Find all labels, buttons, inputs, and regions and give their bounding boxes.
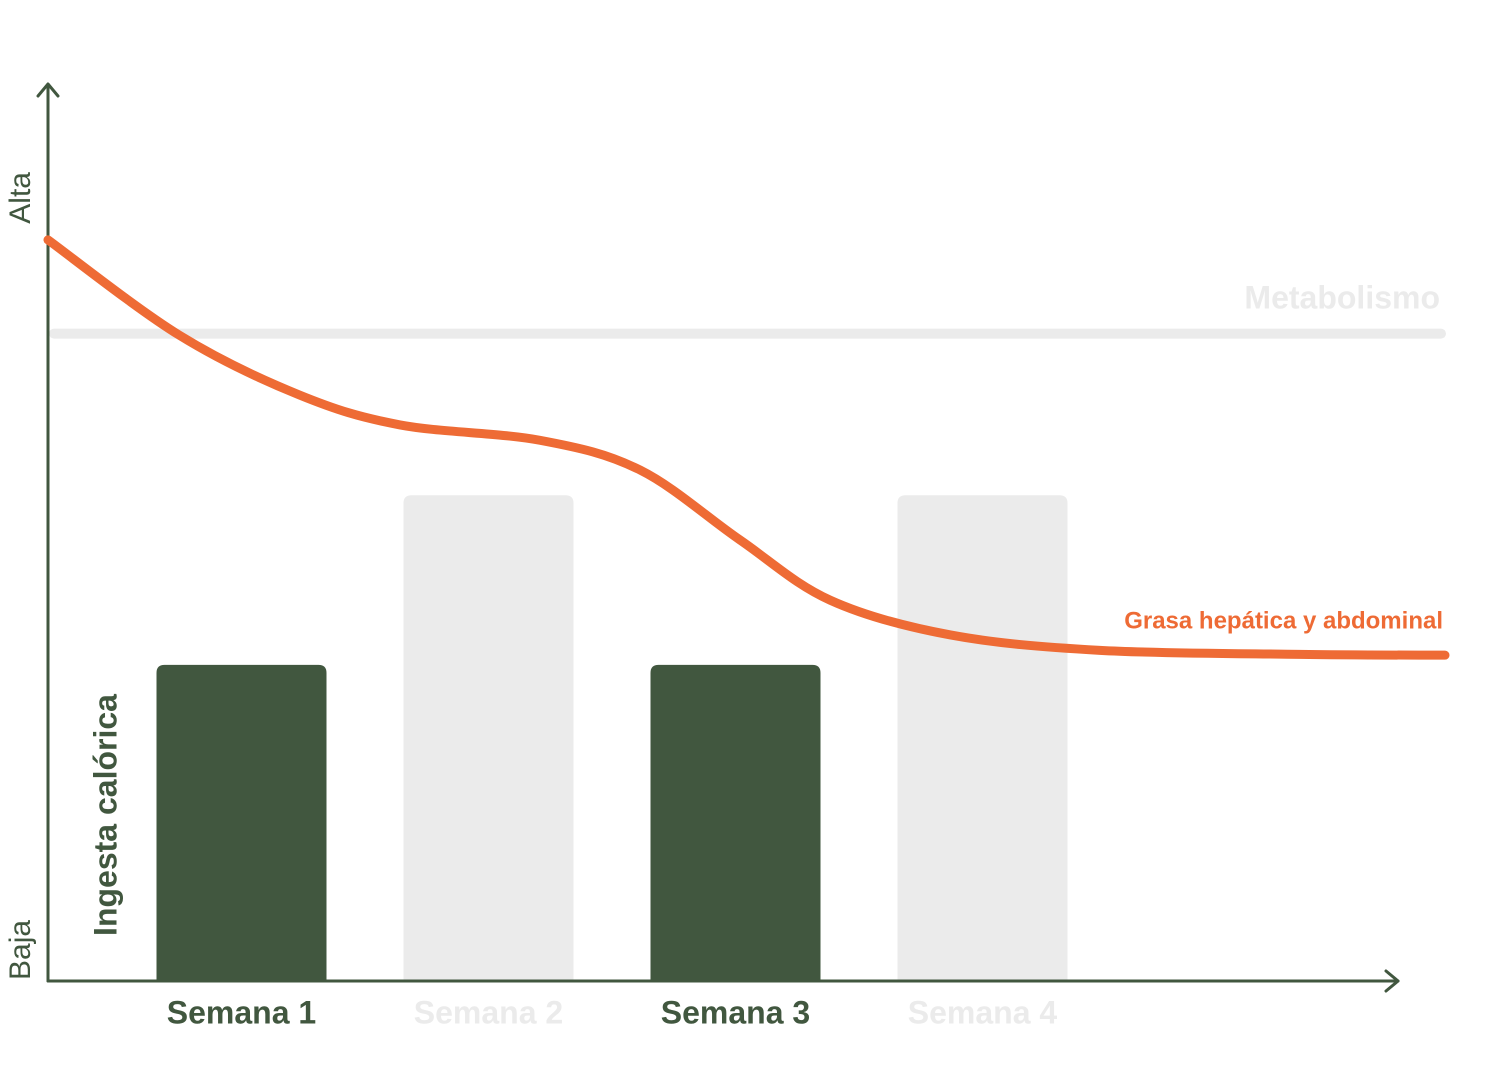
x-tick-label: Semana 1 [167, 994, 316, 1030]
y-axis-title: Ingesta calórica [87, 694, 123, 936]
x-tick-label: Semana 2 [414, 994, 563, 1030]
bar [650, 664, 821, 980]
axes [36, 82, 1400, 993]
bar [403, 495, 574, 980]
reference-label: Metabolismo [1244, 279, 1440, 315]
line [43, 235, 1450, 660]
x-axis-arrow [1384, 969, 1400, 993]
y-tick-label: Alta [4, 172, 37, 224]
series-label: Grasa hepática y abdominal [1124, 607, 1443, 634]
x-tick-label: Semana 4 [908, 994, 1058, 1030]
bar [156, 664, 327, 980]
x-tick-label: Semana 3 [661, 994, 810, 1030]
y-axis-arrow [36, 82, 60, 98]
bar [897, 495, 1068, 980]
y-tick-label: Baja [4, 920, 37, 980]
